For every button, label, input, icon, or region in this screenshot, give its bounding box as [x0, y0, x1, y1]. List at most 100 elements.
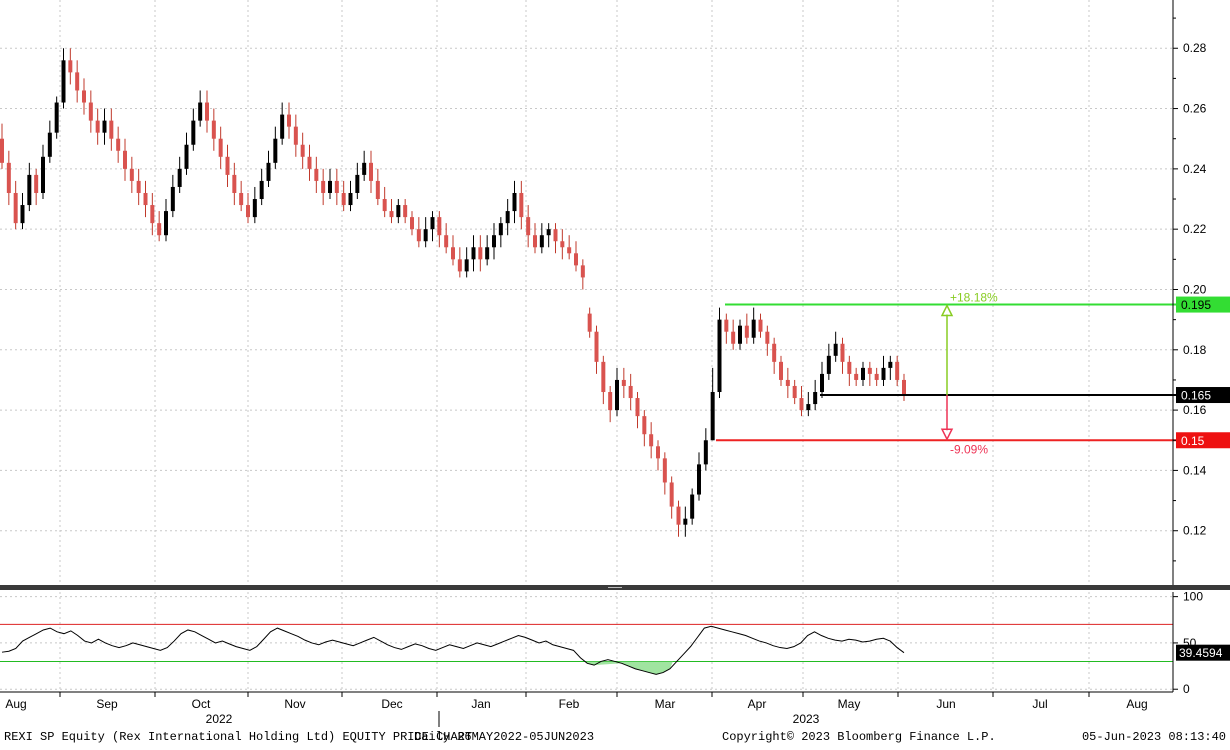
- candle-body: [259, 180, 264, 200]
- upside-arrow-head: [940, 303, 954, 317]
- candle-body: [109, 120, 114, 139]
- candle-body: [102, 120, 107, 133]
- candle-body: [792, 385, 797, 399]
- candle-body: [75, 72, 80, 91]
- candle-body: [389, 211, 394, 218]
- candle-body: [628, 385, 633, 399]
- month-label: Jul: [1032, 697, 1047, 711]
- candle-body: [157, 223, 162, 236]
- candle-body: [854, 373, 859, 380]
- candle-body: [587, 313, 592, 332]
- candle-body: [266, 162, 271, 181]
- candle-body: [129, 168, 134, 181]
- candle-body: [621, 379, 626, 386]
- upper-level-tag-label: 0.195: [1181, 298, 1211, 312]
- candle-body: [328, 180, 332, 193]
- candle-body: [608, 392, 613, 411]
- candle-body: [239, 192, 244, 206]
- candle-body: [785, 379, 790, 386]
- rsi-tick-label: 100: [1183, 590, 1203, 604]
- lower-level-tag-label: 0.15: [1181, 434, 1205, 448]
- candle-body: [164, 211, 168, 236]
- candle-body: [519, 192, 524, 218]
- month-label: Aug: [5, 697, 26, 711]
- month-label: Nov: [284, 697, 305, 711]
- candle-body: [874, 373, 879, 380]
- candle-body: [362, 162, 367, 175]
- candle-body: [635, 398, 640, 417]
- candle-body: [861, 367, 865, 380]
- price-tick-label: 0.16: [1183, 403, 1207, 417]
- candle-body: [184, 144, 189, 169]
- candle-body: [478, 247, 483, 260]
- axes: 0.12 0.14 0.16 0.18 0.20 0.22 0.24 0.26 0.28 0.19…: [0, 0, 1230, 727]
- candle-body: [88, 102, 93, 121]
- candle-body: [751, 319, 756, 338]
- candle-body: [123, 150, 127, 169]
- candle-body: [47, 132, 52, 157]
- candle-body: [252, 199, 257, 218]
- candle-body: [218, 138, 223, 157]
- candle-body: [724, 319, 729, 332]
- candle-body: [116, 138, 121, 151]
- candle-body: [444, 235, 449, 248]
- candle-body: [738, 325, 742, 344]
- candle-body: [744, 325, 749, 338]
- candle-body: [485, 247, 490, 260]
- candle-body: [779, 361, 783, 380]
- candle-body: [68, 60, 73, 73]
- candle-body: [615, 379, 619, 411]
- candle-body: [341, 192, 346, 206]
- upper-level-tag: [1176, 296, 1230, 313]
- candle-body: [273, 138, 278, 163]
- footer-title: REXI SP Equity (Rex International Holdin…: [4, 730, 473, 744]
- price-tick-label: 0.18: [1183, 343, 1207, 357]
- candle-body: [61, 60, 66, 103]
- candle-body: [546, 229, 551, 236]
- candle-body: [280, 114, 285, 139]
- price-tick-label: 0.20: [1183, 282, 1207, 296]
- candle-body: [82, 90, 86, 103]
- candle-body: [457, 259, 462, 272]
- candle-body: [191, 120, 196, 145]
- candle-body: [492, 235, 496, 248]
- candle-body: [683, 518, 688, 525]
- candle-body: [881, 367, 886, 380]
- candle-body: [710, 392, 715, 441]
- month-label: Aug: [1126, 697, 1147, 711]
- candle-body: [375, 180, 380, 200]
- candle-body: [799, 398, 804, 411]
- candle-body: [703, 440, 708, 465]
- price-tick-label: 0.26: [1183, 102, 1207, 116]
- price-gridlines: [0, 0, 1173, 585]
- candle-body: [27, 174, 32, 206]
- candle-body: [690, 494, 695, 519]
- month-label: Jan: [471, 697, 490, 711]
- month-label: Sep: [96, 697, 118, 711]
- candle-body: [669, 482, 674, 507]
- candle-body: [293, 126, 298, 145]
- rsi-line: [1, 625, 905, 675]
- price-tick-label: 0.28: [1183, 41, 1207, 55]
- candle-body: [430, 217, 435, 230]
- candlestick-series: [0, 48, 906, 537]
- candle-body: [533, 235, 537, 248]
- candle-body: [416, 229, 421, 242]
- candle-body: [717, 319, 722, 393]
- footer-timestamp: 05-Jun-2023 08:13:40: [1081, 730, 1226, 744]
- candle-body: [902, 379, 906, 396]
- price-tick-label: 0.24: [1183, 162, 1207, 176]
- candle-body: [765, 331, 770, 344]
- candle-body: [20, 205, 25, 224]
- candle-body: [150, 205, 155, 224]
- candle-body: [355, 174, 360, 193]
- candle-body: [41, 156, 45, 193]
- candle-body: [772, 343, 777, 362]
- footer-copyright: Copyright© 2023 Bloomberg Finance L.P.: [722, 730, 996, 744]
- candle-body: [574, 253, 578, 266]
- last-price-tag-label: 0.165: [1181, 389, 1211, 403]
- candle-body: [437, 217, 442, 236]
- candle-body: [211, 120, 216, 139]
